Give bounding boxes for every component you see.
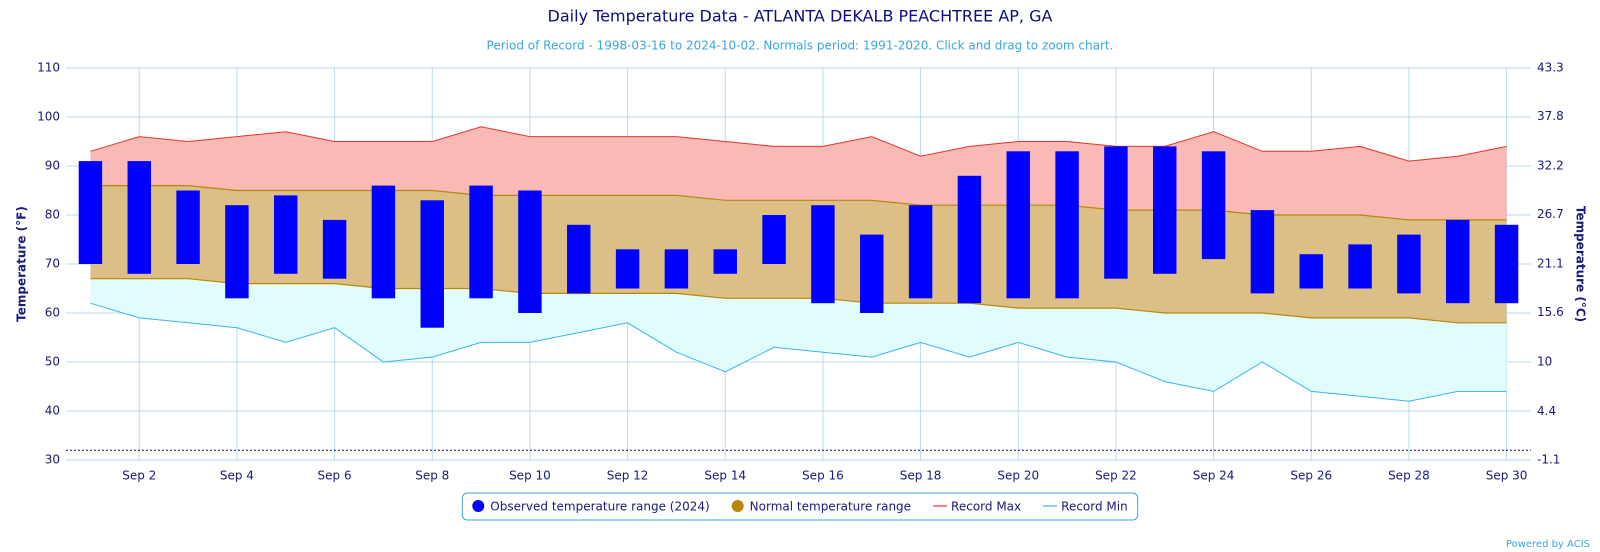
- observed-bar: [225, 205, 249, 299]
- observed-bar: [371, 185, 396, 299]
- x-tick-label: Sep 26: [1290, 469, 1332, 483]
- x-tick-label: Sep 10: [509, 469, 551, 483]
- observed-bar: [762, 215, 786, 264]
- observed-bar: [518, 190, 542, 313]
- y2-tick-label: 15.6: [1537, 305, 1564, 319]
- observed-bar: [615, 249, 640, 289]
- observed-bar: [1299, 254, 1323, 289]
- observed-bar: [78, 161, 103, 264]
- observed-bar: [127, 161, 151, 274]
- observed-bar: [1397, 234, 1421, 294]
- observed-bar: [860, 234, 884, 313]
- observed-bar: [322, 219, 347, 279]
- observed-bar: [811, 205, 835, 304]
- credit: Powered by ACIS: [1506, 539, 1590, 550]
- legend-label: Record Max: [951, 500, 1021, 514]
- y-tick-label: 80: [45, 208, 60, 222]
- observed-bar: [469, 185, 493, 299]
- y2-axis-title: Temperature (°C): [1574, 206, 1588, 322]
- y2-tick-label: 43.3: [1537, 61, 1564, 75]
- y2-tick-label: 37.8: [1537, 109, 1564, 123]
- observed-bar: [957, 175, 982, 304]
- legend-label: Normal temperature range: [750, 500, 911, 514]
- record-min-area: [90, 278, 1507, 402]
- legend: Observed temperature range (2024) Normal …: [461, 492, 1139, 521]
- y-tick-label: 60: [45, 306, 60, 320]
- chart-subtitle: Period of Record - 1998-03-16 to 2024-10…: [487, 39, 1114, 53]
- legend-box: [461, 492, 1139, 521]
- x-tick-label: Sep 16: [802, 469, 844, 483]
- legend-item: Normal temperature range: [731, 500, 911, 514]
- y-tick-label: 50: [45, 355, 60, 369]
- legend-label: Observed temperature range (2024): [490, 500, 709, 514]
- y2-tick-label: 4.4: [1537, 404, 1556, 418]
- x-tick-label: Sep 30: [1486, 469, 1528, 483]
- observed-bar: [176, 190, 200, 264]
- observed-bar: [1348, 244, 1372, 289]
- y2-tick-label: 26.7: [1537, 207, 1564, 221]
- observed-bar: [1006, 151, 1030, 299]
- y2-tick-label: 21.1: [1537, 257, 1564, 271]
- x-tick-label: Sep 24: [1193, 469, 1235, 483]
- observed-bar: [1201, 151, 1226, 260]
- observed-bar: [1446, 219, 1470, 304]
- x-tick-label: Sep 20: [997, 469, 1039, 483]
- x-tick-label: Sep 4: [220, 469, 254, 483]
- observed-bar: [713, 249, 737, 274]
- observed-bar: [1494, 224, 1519, 304]
- y-tick-label: 110: [37, 61, 60, 75]
- y-tick-label: 70: [45, 257, 60, 271]
- legend-item: Record Min: [1043, 500, 1128, 514]
- legend-item: Record Max: [933, 500, 1021, 514]
- y-tick-label: 40: [45, 404, 60, 418]
- observed-bar: [908, 205, 933, 299]
- x-tick-label: Sep 2: [122, 469, 156, 483]
- x-tick-label: Sep 6: [318, 469, 352, 483]
- observed-bar: [274, 195, 298, 274]
- observed-bar: [1250, 210, 1275, 294]
- observed-bar: [1104, 146, 1128, 279]
- x-tick-label: Sep 12: [607, 469, 649, 483]
- y-tick-label: 100: [37, 110, 60, 124]
- legend-label: Record Min: [1061, 500, 1128, 514]
- record-max-area: [90, 126, 1507, 220]
- y2-tick-label: 10: [1537, 355, 1552, 369]
- y-axis-title: Temperature (°F): [15, 206, 29, 322]
- normal-low-line: [90, 278, 1507, 324]
- y-tick-label: 30: [45, 453, 60, 467]
- y-tick-label: 90: [45, 159, 60, 173]
- x-tick-label: Sep 28: [1388, 469, 1430, 483]
- record-max-line: [90, 126, 1507, 162]
- observed-bar: [420, 200, 444, 328]
- observed-bar: [567, 224, 591, 294]
- x-tick-label: Sep 14: [704, 469, 746, 483]
- record-min-line: [90, 302, 1507, 402]
- observed-bar: [664, 249, 689, 289]
- observed-bar: [1153, 146, 1177, 274]
- legend-marker: [731, 500, 744, 512]
- x-tick-label: Sep 22: [1095, 469, 1137, 483]
- y2-tick-label: 32.2: [1537, 159, 1564, 173]
- x-tick-label: Sep 8: [415, 469, 449, 483]
- legend-marker: [472, 500, 485, 512]
- chart-title: Daily Temperature Data - ATLANTA DEKALB …: [548, 7, 1053, 26]
- y2-tick-label: -1.1: [1537, 453, 1560, 467]
- x-tick-label: Sep 18: [900, 469, 942, 483]
- legend-item: Observed temperature range (2024): [472, 500, 710, 514]
- observed-bar: [1055, 151, 1079, 299]
